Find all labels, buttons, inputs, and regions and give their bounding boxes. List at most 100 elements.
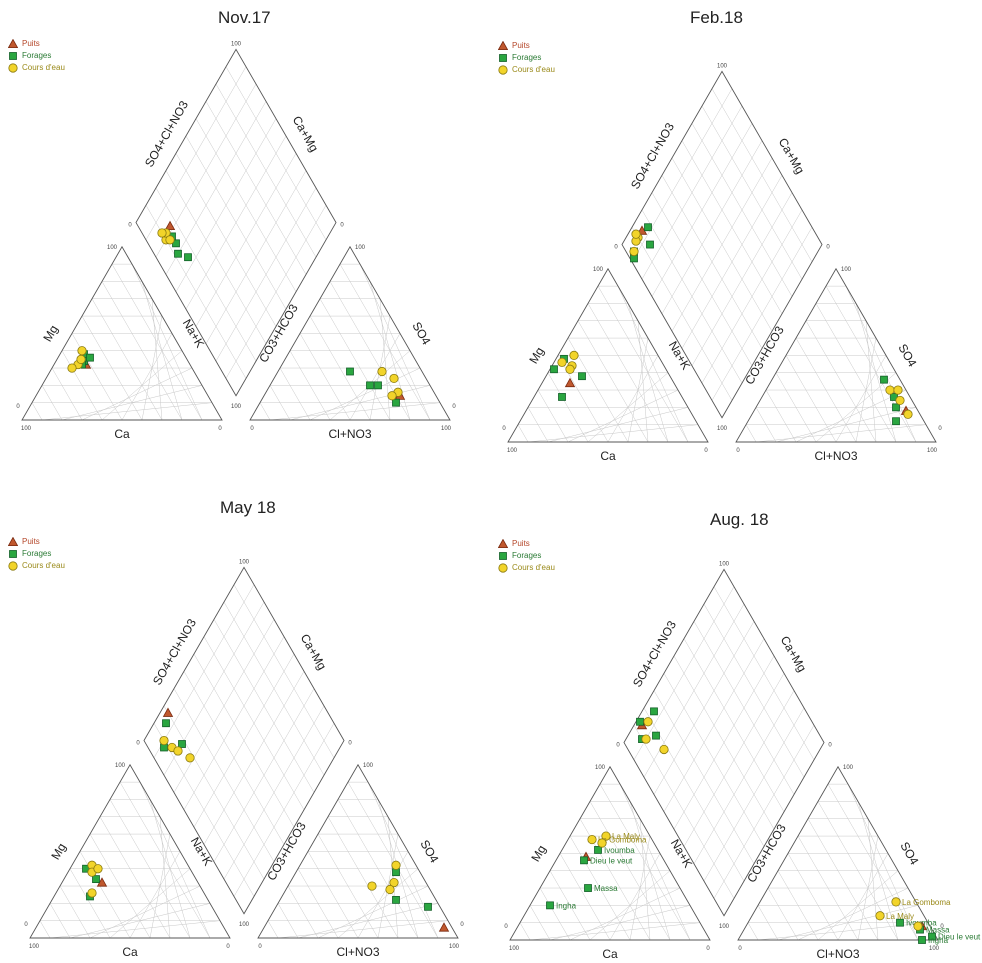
grid-line (651, 192, 753, 366)
grid-line (865, 320, 877, 443)
legend: Puits Forages Cours d'eau (8, 38, 65, 74)
grid-line (587, 303, 669, 443)
grid-line (233, 584, 335, 758)
tick-label: 0 (738, 946, 742, 952)
tick-label: 0 (504, 924, 508, 930)
axis-label-nak: Na+K (668, 837, 695, 870)
data-point-cation (565, 364, 575, 374)
tick-label: 100 (509, 946, 520, 952)
axis-label-camg: Ca+Mg (298, 632, 330, 673)
grid-line (79, 851, 131, 939)
chart-title: May 18 (220, 498, 276, 517)
grid-line (855, 303, 897, 443)
data-point-anion (389, 373, 399, 384)
grid-line (369, 281, 411, 421)
grid-line (195, 153, 297, 327)
grid-line (205, 101, 307, 275)
legend-symbol-puits (8, 39, 18, 49)
grid-line (589, 870, 671, 941)
axis-label-cl: Cl+NO3 (816, 947, 859, 961)
point-label: Ivoumba (906, 919, 937, 928)
legend: Puits Forages Cours d'eau (498, 40, 555, 76)
grid-line (627, 303, 669, 443)
grid-line (529, 905, 551, 941)
data-point-anion (916, 920, 928, 931)
chart-title: Nov.17 (218, 8, 271, 27)
grid-line (855, 338, 877, 443)
data-point-anion (895, 395, 905, 406)
legend-item-cours: Cours d'eau (498, 562, 555, 574)
axis-label-ca: Ca (114, 427, 130, 441)
legend-marker-cours (498, 65, 508, 75)
grid-line (49, 903, 71, 939)
grid-line (299, 333, 351, 421)
grid-line (259, 402, 271, 421)
grid-line (289, 350, 331, 421)
grid-line (797, 835, 859, 941)
grid-line (529, 922, 701, 941)
grid-line (337, 799, 419, 939)
grid-line (153, 723, 255, 897)
grid-line (701, 105, 803, 280)
grid-line (643, 603, 745, 778)
data-point-cation (80, 350, 88, 359)
data-point-cation (597, 838, 607, 848)
legend-item-puits: Puits (498, 538, 555, 550)
data-point-cation (578, 372, 586, 381)
grid-line (817, 870, 899, 941)
tick-label: 100 (507, 448, 518, 454)
grid-line (663, 673, 765, 847)
grid-line (619, 784, 691, 941)
tick-label: 100 (927, 448, 938, 454)
grid-line (309, 367, 421, 421)
grid-line (807, 818, 879, 941)
grid-line (175, 118, 277, 292)
legend-label-cours: Cours d'eau (512, 65, 555, 74)
legend-marker-forages (499, 552, 507, 560)
grid-line (589, 801, 671, 941)
tick-label: 0 (502, 426, 506, 432)
grid-line (267, 920, 279, 939)
grid-line (163, 705, 265, 880)
grid-line (205, 170, 307, 344)
data-point-cation (92, 875, 100, 884)
grid-line (653, 690, 755, 864)
grid-line (693, 690, 795, 864)
legend-marker-forages (9, 550, 17, 558)
data-point-cation (580, 856, 588, 865)
data-point-cation (550, 365, 558, 374)
tick-label: 0 (348, 741, 352, 747)
grid-line (539, 887, 571, 941)
chart-title: Feb.18 (690, 8, 743, 27)
legend-symbol-forages (9, 52, 17, 60)
legend-marker-puits (8, 39, 18, 49)
grid-line (233, 723, 335, 897)
grid-line (683, 673, 785, 847)
tick-label: 100 (363, 763, 374, 769)
axis-label-so4cl: SO4+Cl+NO3 (142, 98, 191, 169)
grid-line (329, 350, 411, 421)
grid-line (165, 170, 267, 344)
grid-line (629, 801, 671, 941)
grid-line (631, 88, 733, 262)
data-point-anion (892, 417, 900, 426)
legend-item-cours: Cours d'eau (8, 560, 65, 572)
data-point-diamond (161, 228, 171, 238)
grid-line (627, 338, 649, 443)
tick-label: 100 (929, 946, 940, 952)
axis-label-so4cl: SO4+Cl+NO3 (630, 618, 679, 689)
grid-line (287, 885, 319, 939)
legend-item-puits: Puits (8, 536, 65, 548)
tick-label: 0 (16, 404, 20, 410)
grid-line (69, 868, 111, 939)
grid-line (223, 601, 325, 776)
data-point-cation (77, 346, 87, 356)
axis-label-mg: Mg (528, 843, 548, 864)
grid-line (377, 834, 399, 939)
legend-item-cours: Cours d'eau (498, 64, 555, 76)
point-label: Ingha (556, 901, 577, 910)
tick-label: 0 (706, 946, 710, 952)
tick-label: 100 (595, 765, 606, 771)
